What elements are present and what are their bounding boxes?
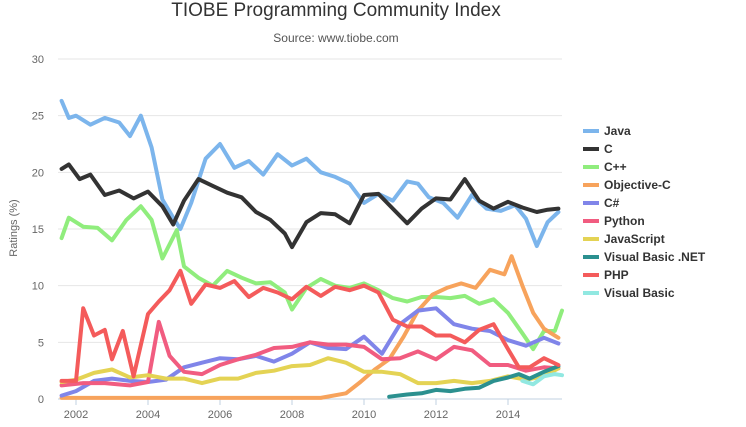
y-tick-label: 30	[32, 54, 44, 66]
legend-label-objective-c: Objective-C	[604, 178, 671, 192]
y-tick-label: 25	[32, 111, 44, 123]
series-line-php	[59, 268, 561, 383]
legend: Java C C++ Objective-C C# Python JavaScript Vis…	[583, 124, 706, 300]
legend-label-visual-basic: Visual Basic	[604, 286, 675, 300]
series-line-objective-c	[59, 254, 561, 400]
series-line-visual-basic-net	[387, 364, 561, 399]
x-tick-label: 2008	[280, 409, 304, 421]
series-line-c	[59, 162, 561, 250]
x-tick-label: 2012	[424, 409, 448, 421]
y-tick-label: 0	[38, 394, 44, 406]
x-tick-label: 2010	[352, 409, 376, 421]
grid-lines	[58, 58, 562, 400]
series-line-javascript	[59, 356, 561, 386]
y-tick-label: 10	[32, 281, 44, 293]
x-tick-label: 2004	[136, 409, 160, 421]
legend-label-c: C#	[604, 196, 620, 210]
legend-label-c: C	[604, 142, 613, 156]
series-line-python	[59, 319, 561, 388]
series-line-visual-basic	[520, 372, 564, 387]
series-lines	[59, 98, 564, 400]
x-tick-label: 2014	[496, 409, 520, 421]
chart-title: TIOBE Programming Community Index	[171, 0, 501, 21]
legend-label-python: Python	[604, 214, 645, 228]
y-tick-label: 15	[32, 224, 44, 236]
legend-label-c: C++	[604, 160, 627, 174]
x-axis-ticks: 2002 2004 2006 2008 2010 2012 2014	[64, 399, 520, 421]
x-tick-label: 2006	[208, 409, 232, 421]
y-axis-label: Ratings (%)	[8, 199, 20, 256]
legend-label-java: Java	[604, 124, 631, 138]
legend-label-visual-basic-net: Visual Basic .NET	[604, 250, 706, 264]
legend-label-javascript: JavaScript	[604, 232, 665, 246]
y-tick-label: 5	[38, 337, 44, 349]
series-line-java	[59, 98, 561, 248]
y-tick-label: 20	[32, 167, 44, 179]
chart-subtitle: Source: www.tiobe.com	[273, 31, 399, 45]
y-axis-ticks: 0 5 10 15 20 25 30	[32, 54, 44, 406]
x-tick-label: 2002	[64, 409, 88, 421]
legend-label-php: PHP	[604, 268, 629, 282]
